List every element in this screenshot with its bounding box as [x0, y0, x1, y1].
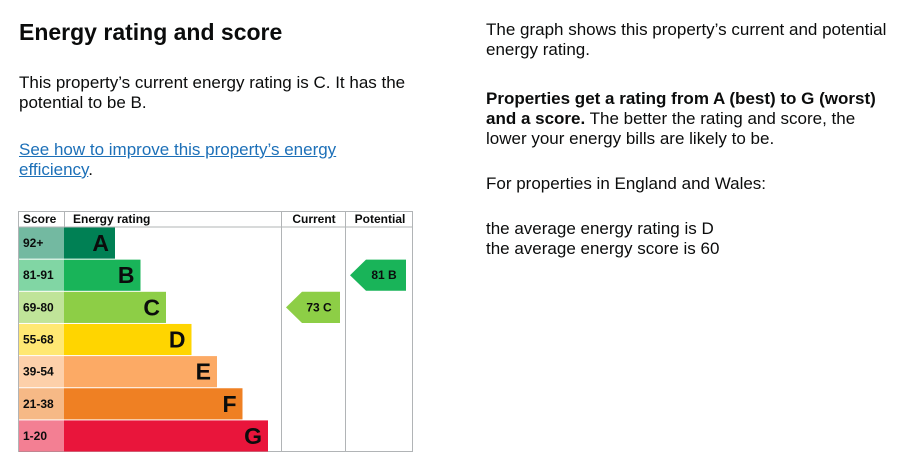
improve-efficiency-link[interactable]: See how to improve this property’s energ… — [19, 140, 337, 179]
current-rating-arrow — [286, 291, 340, 323]
band-range-f: 21-38 — [23, 397, 54, 411]
graph-description: The graph shows this property’s current … — [486, 20, 887, 59]
band-range-g: 1-20 — [23, 429, 47, 443]
band-letter-c: C — [143, 294, 160, 320]
band-letter-e: E — [196, 359, 211, 385]
band-score-cell-f — [19, 388, 64, 420]
improve-link-paragraph: See how to improve this property’s energ… — [19, 140, 379, 180]
current-rating-text: This property’s current energy rating is… — [19, 73, 406, 112]
potential-rating-label: 81 B — [371, 268, 397, 282]
band-range-c: 69-80 — [23, 300, 54, 314]
potential-rating-arrow — [350, 259, 406, 291]
band-range-a: 92+ — [23, 236, 43, 250]
header-potential: Potential — [355, 212, 406, 226]
band-bar-b — [64, 259, 141, 291]
region-text: For properties in England and Wales: — [486, 174, 767, 193]
band-bar-a — [64, 227, 115, 259]
energy-rating-section: Energy rating and score This property’s … — [19, 18, 429, 180]
band-bar-d — [64, 323, 192, 356]
energy-rating-chart: Score Energy rating Current Potential 92+ A 81… — [18, 211, 413, 452]
band-score-cell-a — [19, 227, 64, 259]
rating-explanation: The graph shows this property’s current … — [486, 20, 896, 259]
band-score-cell-b — [19, 259, 64, 291]
band-letter-b: B — [118, 262, 135, 288]
energy-rating-graph: Score Energy rating Current Potential 92+ A 81… — [18, 211, 413, 452]
band-letter-a: A — [92, 230, 109, 256]
band-range-b: 81-91 — [23, 268, 54, 282]
section-heading: Energy rating and score — [19, 19, 283, 45]
band-bar-g — [64, 420, 268, 452]
band-score-cell-d — [19, 323, 64, 356]
band-score-cell-e — [19, 356, 64, 388]
band-letter-d: D — [169, 327, 186, 353]
band-range-e: 39-54 — [23, 365, 54, 379]
rating-scale-bold: Properties get a rating from A (best) to… — [486, 89, 876, 128]
header-energy-rating: Energy rating — [73, 212, 150, 226]
band-range-d: 55-68 — [23, 333, 54, 347]
rating-scale-rest: The better the rating and score, the low… — [486, 109, 856, 148]
band-score-cell-g — [19, 420, 64, 452]
band-bar-e — [64, 356, 217, 388]
band-letter-f: F — [222, 391, 236, 417]
band-bar-c — [64, 291, 166, 323]
band-bar-f — [64, 388, 243, 420]
header-score: Score — [23, 212, 57, 226]
current-rating-label: 73 C — [306, 300, 332, 314]
average-rating-text: the average energy rating is D — [486, 219, 714, 238]
rating-scale-description: Properties get a rating from A (best) to… — [486, 89, 896, 149]
average-score-text: the average energy score is 60 — [486, 239, 720, 258]
band-score-cell-c — [19, 291, 64, 323]
header-current: Current — [292, 212, 335, 226]
band-letter-g: G — [244, 423, 262, 449]
link-suffix: . — [88, 160, 94, 179]
